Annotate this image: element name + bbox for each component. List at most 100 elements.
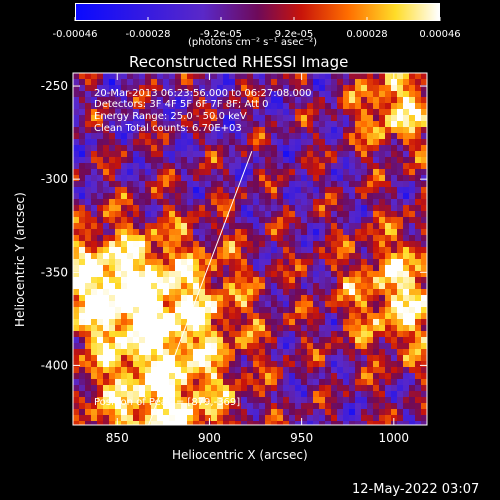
heatmap-cell	[415, 97, 421, 103]
heatmap-cell	[265, 361, 271, 367]
heatmap-cell	[307, 157, 313, 163]
heatmap-cell	[217, 121, 223, 127]
heatmap-cell	[163, 169, 169, 175]
heatmap-cell	[403, 139, 409, 145]
heatmap-cell	[211, 331, 217, 337]
heatmap-cell	[319, 229, 325, 235]
heatmap-cell	[79, 115, 85, 121]
heatmap-cell	[97, 91, 103, 97]
heatmap-cell	[283, 211, 289, 217]
heatmap-cell	[295, 241, 301, 247]
heatmap-cell	[121, 385, 127, 391]
heatmap-cell	[235, 397, 241, 403]
heatmap-cell	[151, 289, 157, 295]
heatmap-cell	[271, 355, 277, 361]
heatmap-cell	[343, 169, 349, 175]
heatmap-cell	[271, 211, 277, 217]
heatmap-cell	[313, 241, 319, 247]
heatmap-cell	[247, 355, 253, 361]
heatmap-cell	[331, 253, 337, 259]
heatmap-cell	[157, 103, 163, 109]
heatmap-cell	[385, 169, 391, 175]
heatmap-cell	[385, 355, 391, 361]
heatmap-cell	[409, 337, 415, 343]
heatmap-cell	[295, 295, 301, 301]
heatmap-cell	[91, 391, 97, 397]
heatmap-cell	[217, 337, 223, 343]
heatmap-cell	[331, 85, 337, 91]
heatmap-cell	[355, 217, 361, 223]
heatmap-cell	[187, 103, 193, 109]
heatmap-cell	[169, 379, 175, 385]
heatmap-cell	[373, 307, 379, 313]
heatmap-cell	[277, 337, 283, 343]
heatmap-cell	[385, 295, 391, 301]
heatmap-cell	[415, 211, 421, 217]
heatmap-cell	[235, 121, 241, 127]
heatmap-cell	[193, 343, 199, 349]
heatmap-cell	[295, 157, 301, 163]
heatmap-cell	[289, 283, 295, 289]
heatmap-cell	[265, 409, 271, 415]
heatmap-cell	[331, 343, 337, 349]
heatmap-cell	[265, 247, 271, 253]
heatmap-cell	[151, 109, 157, 115]
heatmap-cell	[421, 235, 427, 241]
heatmap-cell	[133, 169, 139, 175]
heatmap-cell	[109, 91, 115, 97]
heatmap-cell	[199, 151, 205, 157]
heatmap-cell	[277, 331, 283, 337]
heatmap-cell	[331, 211, 337, 217]
heatmap-cell	[319, 331, 325, 337]
heatmap-cell	[205, 163, 211, 169]
heatmap-cell	[415, 169, 421, 175]
heatmap-cell	[193, 181, 199, 187]
heatmap-cell	[331, 409, 337, 415]
heatmap-cell	[325, 319, 331, 325]
heatmap-cell	[415, 133, 421, 139]
heatmap-cell	[421, 271, 427, 277]
heatmap-cell	[157, 247, 163, 253]
heatmap-cell	[295, 79, 301, 85]
heatmap-cell	[355, 337, 361, 343]
heatmap-cell	[73, 193, 79, 199]
heatmap-cell	[79, 79, 85, 85]
heatmap-cell	[187, 193, 193, 199]
heatmap-cell	[121, 205, 127, 211]
heatmap-cell	[421, 199, 427, 205]
heatmap-cell	[151, 157, 157, 163]
heatmap-cell	[127, 397, 133, 403]
heatmap-cell	[319, 361, 325, 367]
heatmap-cell	[247, 103, 253, 109]
heatmap-cell	[103, 373, 109, 379]
heatmap-cell	[319, 169, 325, 175]
heatmap-cell	[253, 337, 259, 343]
heatmap-cell	[139, 223, 145, 229]
heatmap-cell	[277, 121, 283, 127]
heatmap-cell	[247, 283, 253, 289]
heatmap-cell	[253, 343, 259, 349]
heatmap-cell	[211, 157, 217, 163]
heatmap-cell	[271, 115, 277, 121]
heatmap-cell	[163, 361, 169, 367]
heatmap-cell	[157, 169, 163, 175]
heatmap-cell	[361, 79, 367, 85]
heatmap-cell	[415, 229, 421, 235]
heatmap-cell	[121, 295, 127, 301]
heatmap-cell	[103, 253, 109, 259]
heatmap-cell	[211, 385, 217, 391]
heatmap-cell	[163, 217, 169, 223]
heatmap-cell	[115, 115, 121, 121]
heatmap-cell	[337, 85, 343, 91]
heatmap-cell	[319, 397, 325, 403]
heatmap-cell	[139, 397, 145, 403]
heatmap-cell	[235, 253, 241, 259]
heatmap-cell	[415, 265, 421, 271]
heatmap-cell	[253, 331, 259, 337]
heatmap-cell	[271, 169, 277, 175]
heatmap-cell	[109, 289, 115, 295]
heatmap-cell	[421, 319, 427, 325]
heatmap-cell	[193, 415, 199, 421]
heatmap-cell	[271, 271, 277, 277]
heatmap-cell	[241, 367, 247, 373]
